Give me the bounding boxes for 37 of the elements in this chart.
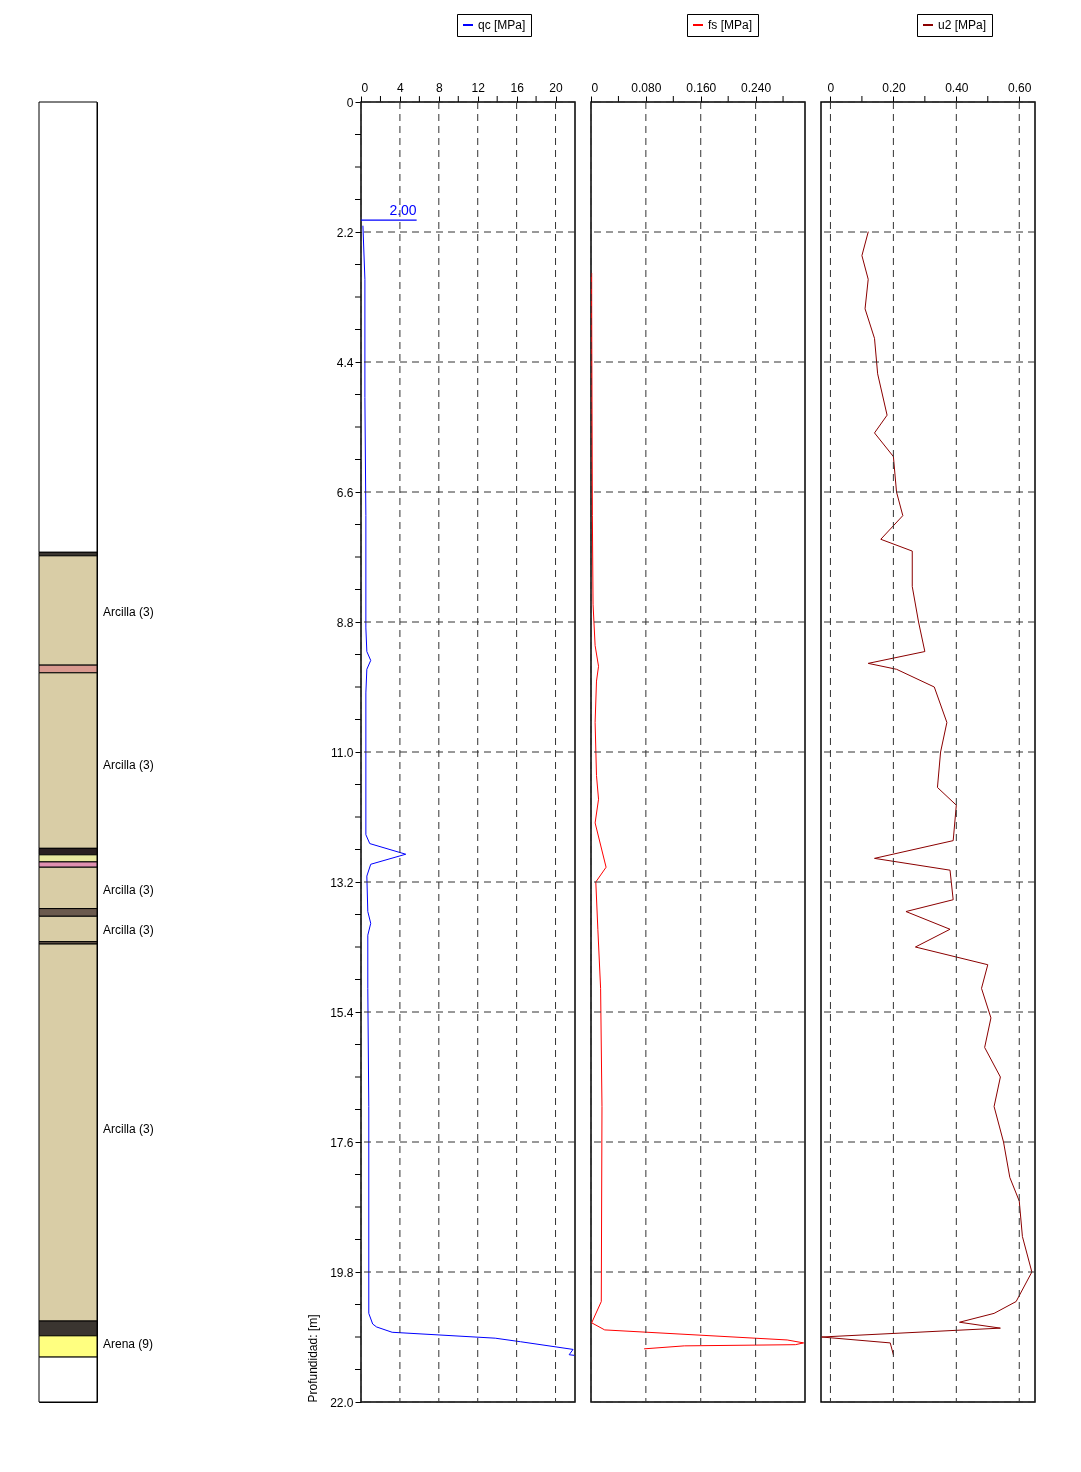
legend-label: qc [MPa]: [478, 18, 526, 32]
x-tick-label: 4: [397, 80, 405, 95]
x-tick-label: 0.40: [945, 80, 969, 95]
y-tick-label: 0: [346, 95, 354, 110]
x-tick-label: 12: [471, 80, 486, 95]
bar: [38, 101, 98, 553]
y-tick-label: 8.8: [336, 615, 354, 630]
x-tick-label: 0.080: [631, 80, 662, 95]
x-tick-label: 0.20: [882, 80, 906, 95]
y-tick-label: 22.0: [330, 1395, 354, 1410]
x-tick-label: 16: [510, 80, 525, 95]
y-tick-label: 2.2: [336, 225, 354, 240]
y-tick-label: 4.4: [336, 355, 354, 370]
legend-label: u2 [MPa]: [938, 18, 987, 32]
text: Arcilla (3): [103, 604, 154, 619]
y-tick-label: 15.4: [330, 1005, 354, 1020]
y-tick-label: 6.6: [336, 485, 354, 500]
y-tick-label: 17.6: [330, 1135, 354, 1150]
y-tick-label: 19.8: [330, 1265, 354, 1280]
x-tick-label: 0: [361, 80, 369, 95]
x-tick-label: 0.240: [741, 80, 772, 95]
x-tick-label: 20: [549, 80, 564, 95]
x-tick-label: 8: [435, 80, 443, 95]
text: Arena (9): [103, 1336, 154, 1351]
x-tick-label: 0: [591, 80, 599, 95]
text: Arcilla (3): [103, 923, 154, 938]
text: Arcilla (3): [103, 882, 154, 897]
text: Arcilla (3): [103, 1122, 154, 1136]
y-tick-label: 13.2: [330, 875, 354, 890]
text: Arcilla (3): [103, 758, 154, 772]
legend-label: fs [MPa]: [708, 18, 753, 32]
ref-line-label: 2.00: [389, 202, 417, 219]
x-tick-label: 0.160: [686, 80, 717, 95]
x-tick-label: 0.60: [1008, 80, 1032, 95]
x-tick-label: 0: [827, 80, 835, 95]
y-tick-label: 11.0: [331, 745, 354, 760]
y-axis-title: Profundidad: [m]: [306, 1314, 321, 1403]
